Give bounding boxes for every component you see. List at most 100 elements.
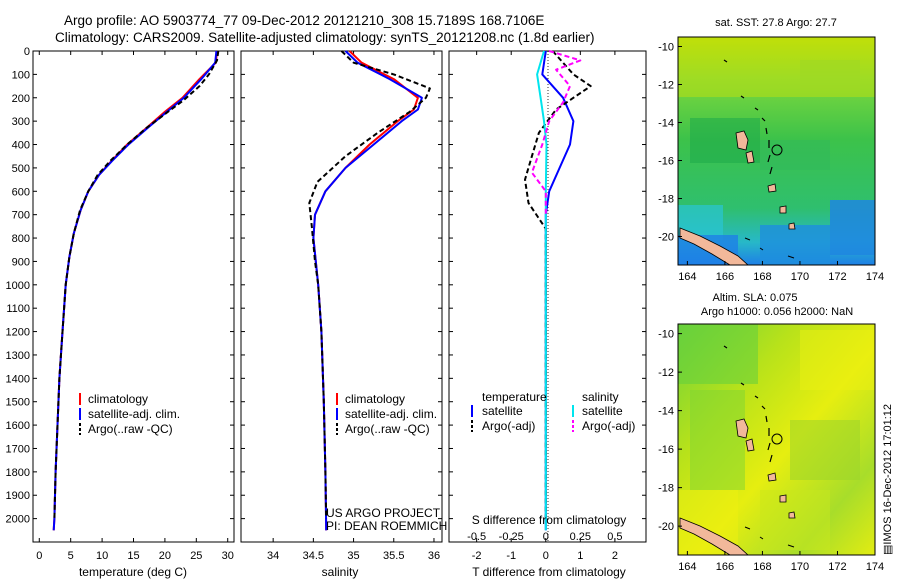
series-line-salinity-argo-adj <box>530 50 582 215</box>
vanuatu-erromango <box>779 205 787 214</box>
legend-label-argo: Argo(..raw -QC) <box>345 422 430 436</box>
map-x-tick-label: 164 <box>678 271 696 283</box>
legend-label-sal-satellite: satellite <box>582 404 623 418</box>
difference-legend: temperature satellite Argo(-adj) salinit… <box>471 390 635 433</box>
salinity-legend: climatology satellite-adj. clim. Argo(..… <box>336 392 437 436</box>
map-x-tick-label: 172 <box>828 561 846 573</box>
y-tick-label: 1500 <box>6 397 30 409</box>
loyalty-islands <box>744 237 795 259</box>
map-x-tick-label: 170 <box>791 561 809 573</box>
loyalty-islands <box>744 526 795 548</box>
vanuatu-tanna <box>788 222 796 230</box>
y-tick-label: 800 <box>12 233 30 245</box>
difference-xlabel: T difference from climatology <box>472 565 626 579</box>
x-tick-label: 0 <box>36 550 42 562</box>
y-tick-label: 2000 <box>6 514 30 526</box>
vanuatu-erromango <box>779 494 787 503</box>
map-y-tick-label: -18 <box>658 194 674 206</box>
s-tick-label: 0.25 <box>570 531 591 543</box>
argo-position-marker <box>771 144 783 156</box>
legend-label-climatology: climatology <box>345 392 405 406</box>
y-tick-label: 900 <box>12 256 30 268</box>
new-caledonia-island <box>679 517 749 555</box>
y-tick-label: 0 <box>24 46 30 58</box>
legend-label-satellite-adj: satellite-adj. clim. <box>88 407 180 421</box>
series-line-temperature-satellite <box>541 50 575 531</box>
x-tick-label: 10 <box>96 550 108 562</box>
y-tick-label: 1700 <box>6 443 30 455</box>
map-y-tick-label: -18 <box>658 483 674 495</box>
x-tick-label: 1 <box>577 550 583 562</box>
map-y-tick-label: -16 <box>658 444 674 456</box>
y-tick-label: 1200 <box>6 327 30 339</box>
map-y-tick-label: -10 <box>658 329 674 341</box>
x-tick-label: 2 <box>612 550 618 562</box>
map-y-tick-label: -10 <box>658 42 674 54</box>
salinity-xlabel: salinity <box>322 565 359 579</box>
map-x-tick-label: 170 <box>791 271 809 283</box>
salinity-series <box>308 50 431 531</box>
map-y-tick-label: -14 <box>658 406 674 418</box>
map-y-tick-label: -16 <box>658 156 674 168</box>
y-tick-label: 1900 <box>6 490 30 502</box>
x-tick-label: -2 <box>472 550 482 562</box>
legend-label-sal-argo: Argo(-adj) <box>582 419 635 433</box>
map-y-tick-label: -14 <box>658 118 674 130</box>
temperature-legend: climatology satellite-adj. clim. Argo(..… <box>79 392 180 436</box>
sst-map-title: sat. SST: 27.8 Argo: 27.7 <box>715 17 837 29</box>
x-tick-label: 36 <box>428 550 440 562</box>
credit-text: IMOS 16-Dec-2012 17:01:12 <box>882 403 894 545</box>
y-tick-label: 200 <box>12 93 30 105</box>
sla-map-title-line-2: Argo h1000: 0.056 h2000: NaN <box>701 306 853 318</box>
map-y-tick-label: -12 <box>658 80 674 92</box>
difference-axes: -2 -1 0 1 2 -0.5 -0.25 0 0.25 0.5 <box>449 50 646 562</box>
sla-map <box>678 324 875 555</box>
y-tick-label: 1300 <box>6 350 30 362</box>
series-line-argo-raw-qc <box>53 50 220 519</box>
map-x-tick-label: 174 <box>866 271 884 283</box>
y-tick-label: 400 <box>12 140 30 152</box>
salinity-axes: 34 34.5 35 35.5 36 <box>241 50 442 562</box>
s-tick-label: 0 <box>543 531 549 543</box>
map-x-tick-label: 168 <box>753 271 771 283</box>
vanuatu-malekula <box>745 438 755 452</box>
x-tick-label: 25 <box>190 550 202 562</box>
x-tick-label: 30 <box>222 550 234 562</box>
vanuatu-malekula <box>745 150 755 164</box>
y-tick-label: 600 <box>12 186 30 198</box>
y-tick-label: 1100 <box>6 303 30 315</box>
sst-map-frame <box>677 36 876 266</box>
map-x-tick-label: 164 <box>678 561 696 573</box>
map-x-tick-label: 166 <box>716 271 734 283</box>
legend-label-climatology: climatology <box>88 392 148 406</box>
salinity-plot-frame <box>240 50 443 543</box>
x-tick-label: 35.5 <box>383 550 404 562</box>
sst-map <box>678 37 875 265</box>
x-tick-label: 34 <box>267 550 279 562</box>
y-tick-label: 1400 <box>6 373 30 385</box>
map-y-tick-label: -12 <box>658 367 674 379</box>
map-x-tick-label: 174 <box>866 561 884 573</box>
y-tick-label: 500 <box>12 163 30 175</box>
vanuatu-espiritu-santo <box>735 418 749 439</box>
vanuatu-efate <box>767 472 777 482</box>
s-tick-label: -0.5 <box>467 531 486 543</box>
x-tick-label: 0 <box>543 550 549 562</box>
difference-plot-frame <box>448 50 647 543</box>
x-tick-label: 5 <box>68 550 74 562</box>
map-y-tick-label: -20 <box>658 521 674 533</box>
legend-label-temp-argo: Argo(-adj) <box>482 419 535 433</box>
x-tick-label: 15 <box>127 550 139 562</box>
temperature-xlabel: temperature (deg C) <box>79 565 187 579</box>
sla-map-ticks: 164 166 168 170 172 174 -10 -12 -14 -16 -18 -20 <box>658 329 884 573</box>
x-tick-label: 34.5 <box>303 550 324 562</box>
legend-label-argo: Argo(..raw -QC) <box>88 422 173 436</box>
x-tick-label: -1 <box>506 550 516 562</box>
vanuatu-tanna <box>788 511 796 519</box>
legend-title-salinity: salinity <box>582 390 619 404</box>
temperature-plot-frame <box>32 50 235 543</box>
y-tick-label: 100 <box>12 69 30 81</box>
map-y-tick-label: -20 <box>658 232 674 244</box>
series-line-salinity-satellite <box>536 50 548 531</box>
